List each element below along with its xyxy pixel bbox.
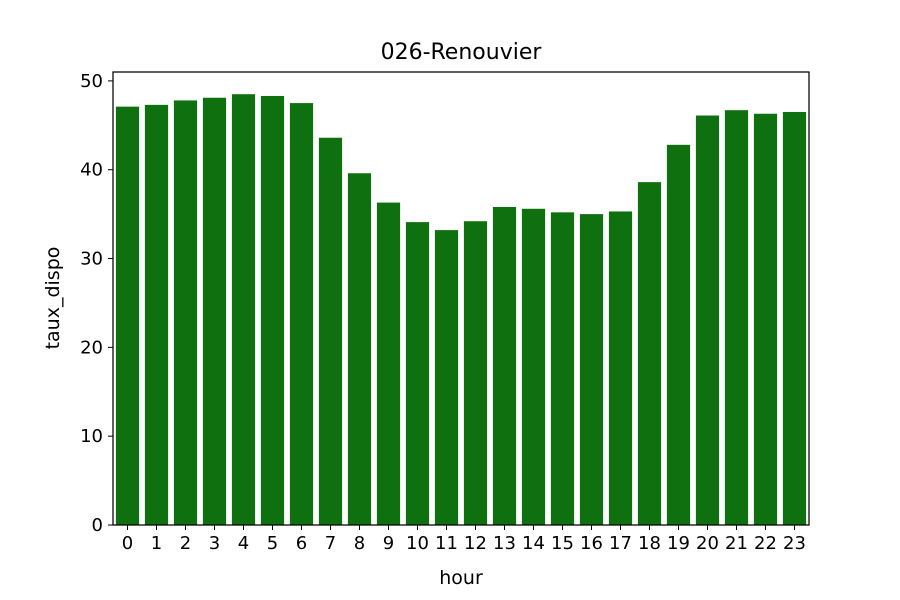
bar-hour-23 [782,111,807,526]
bar-hour-11 [434,230,459,525]
bar-hour-4 [231,94,256,526]
bar-hour-2 [173,100,198,526]
x-tick-label: 3 [209,533,220,554]
x-tick-label: 2 [180,533,191,554]
x-tick-label: 10 [406,533,429,554]
bar-hour-0 [115,106,140,525]
x-tick-label: 13 [493,533,516,554]
y-tick-label: 30 [80,249,103,270]
bar-hour-12 [463,221,488,526]
bar-hour-3 [202,97,227,526]
bar-hour-7 [318,137,343,525]
bar-hour-16 [579,214,604,525]
y-tick-label: 0 [92,515,103,536]
x-tick-label: 23 [783,533,806,554]
chart-title: 026-Renouvier [381,40,543,65]
x-tick-label: 22 [754,533,777,554]
x-tick-label: 11 [435,533,458,554]
bar-hour-8 [347,173,372,525]
bar-hour-22 [753,113,778,525]
bar-hour-19 [666,144,691,525]
x-axis-label: hour [439,567,483,589]
bar-hour-13 [492,207,517,525]
x-tick-label: 4 [238,533,249,554]
bars-group [115,94,807,526]
bar-hour-18 [637,182,662,525]
x-tick-label: 7 [325,533,336,554]
bar-hour-6 [289,103,314,526]
x-axis: 0 1 2 3 4 5 6 7 8 9 10 11 12 13 14 15 16 17 18 19 20 21 22 23 [122,525,806,554]
plot-frame [112,71,810,526]
x-tick-label: 17 [609,533,632,554]
x-tick-label: 6 [296,533,307,554]
y-tick-label: 40 [80,160,103,181]
x-tick-label: 18 [638,533,661,554]
bar-hour-10 [405,222,430,526]
bar-hour-15 [550,212,575,525]
x-tick-label: 9 [383,533,394,554]
x-tick-label: 15 [551,533,574,554]
y-tick-label: 50 [80,71,103,92]
x-tick-label: 8 [354,533,365,554]
x-tick-label: 21 [725,533,748,554]
x-tick-label: 14 [522,533,545,554]
x-tick-label: 20 [696,533,719,554]
x-tick-label: 12 [464,533,487,554]
bar-hour-1 [144,104,169,525]
bar-hour-21 [724,110,749,525]
y-tick-label: 20 [80,337,103,358]
bar-hour-14 [521,208,546,525]
bar-hour-20 [695,115,720,525]
y-axis: 0 10 20 30 40 50 [80,71,113,536]
y-tick-label: 10 [80,426,103,447]
x-tick-label: 0 [122,533,133,554]
x-tick-label: 19 [667,533,690,554]
x-tick-label: 1 [151,533,162,554]
bar-hour-5 [260,95,285,525]
x-tick-label: 5 [267,533,278,554]
x-tick-label: 16 [580,533,603,554]
y-axis-label: taux_dispo [42,247,64,350]
bar-hour-17 [608,211,633,525]
bar-hour-9 [376,202,401,525]
